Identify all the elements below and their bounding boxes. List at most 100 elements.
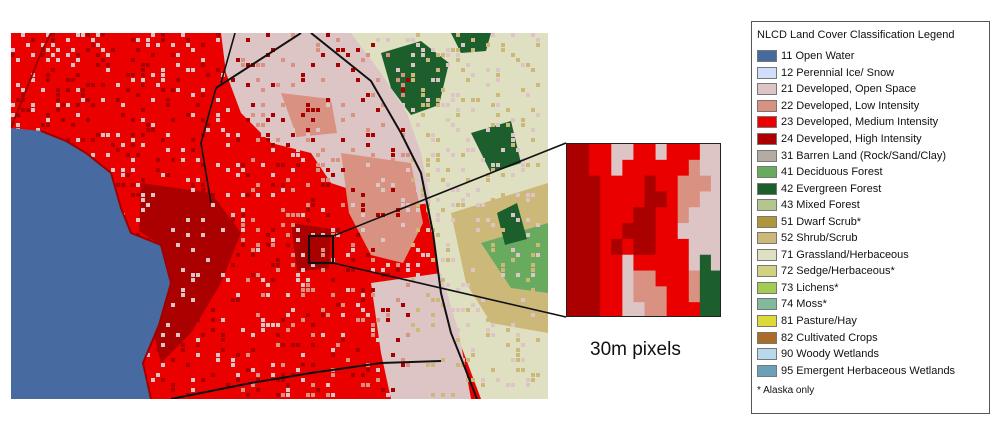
map-pixel (476, 308, 480, 312)
map-pixel (46, 33, 50, 37)
map-pixel (366, 383, 370, 387)
district-line (200, 33, 236, 204)
map-pixel (421, 368, 425, 372)
map-pixel (191, 93, 195, 97)
map-pixel (436, 98, 440, 102)
map-pixel (521, 358, 525, 362)
map-pixel (211, 308, 215, 312)
map-pixel (241, 63, 245, 67)
map-pixel (416, 43, 420, 47)
legend-swatch (757, 248, 777, 261)
map-pixel (476, 273, 480, 277)
map-pixel (121, 143, 125, 147)
zoom-pixel (622, 286, 635, 303)
map-pixel (441, 178, 445, 182)
zoom-pixel (699, 144, 712, 161)
map-pixel (516, 368, 520, 372)
zoom-pixel (578, 175, 590, 193)
map-pixel (101, 58, 105, 62)
zoom-pixel (710, 254, 720, 272)
hills-evergreen (381, 33, 527, 245)
map-pixel (181, 343, 185, 347)
map-pixel (141, 63, 145, 67)
legend-swatch (757, 199, 777, 212)
map-pixel (266, 118, 270, 122)
map-pixel (41, 88, 45, 92)
map-pixel (456, 363, 460, 367)
zoom-pixel (578, 286, 590, 303)
map-pixel (306, 183, 310, 187)
map-pixel (461, 203, 465, 207)
map-pixel (381, 183, 385, 187)
map-pixel (406, 243, 410, 247)
zoom-pixel (589, 207, 601, 224)
zoom-pixel (688, 223, 701, 240)
map-pixel (46, 58, 50, 62)
zoom-pixel (600, 302, 612, 316)
map-pixel (426, 363, 430, 367)
map-pixel (166, 103, 170, 107)
map-pixel (231, 363, 235, 367)
zoom-pixel (611, 175, 623, 193)
zoom-pixel (633, 302, 646, 316)
map-pixel (226, 143, 230, 147)
map-pixel (76, 53, 80, 57)
map-pixel (21, 33, 25, 37)
map-pixel (486, 43, 490, 47)
map-pixel (361, 288, 365, 292)
map-pixel (391, 243, 395, 247)
map-pixel (356, 218, 360, 222)
map-pixel (91, 103, 95, 107)
map-pixel (511, 53, 515, 57)
map-pixel (21, 88, 25, 92)
map-pixel (41, 53, 45, 57)
map-pixel (121, 183, 125, 187)
map-pixel (356, 348, 360, 352)
map-pixel (381, 193, 385, 197)
map-pixel (106, 153, 110, 157)
map-pixel (536, 338, 540, 342)
map-pixel (216, 243, 220, 247)
map-pixel (476, 188, 480, 192)
map-pixel (346, 358, 350, 362)
map-pixel (361, 373, 365, 377)
map-pixel (471, 378, 475, 382)
map-pixel (421, 253, 425, 257)
map-pixel (416, 308, 420, 312)
map-pixel (326, 213, 330, 217)
zoom-pixel (677, 286, 690, 303)
map-pixel (376, 368, 380, 372)
map-pixel (381, 103, 385, 107)
map-pixel (326, 183, 330, 187)
legend-item: 23 Developed, Medium Intensity (757, 114, 984, 131)
map-pixel (256, 123, 260, 127)
map-pixel (316, 153, 320, 157)
map-pixel (181, 158, 185, 162)
map-pixel (391, 158, 395, 162)
map-pixel (451, 93, 455, 97)
map-pixel (136, 183, 140, 187)
zoom-pixel (655, 191, 668, 208)
map-pixel (436, 298, 440, 302)
map-pixel (476, 98, 480, 102)
map-pixel (171, 53, 175, 57)
map-pixel (206, 123, 210, 127)
map-pixel (361, 98, 365, 102)
map-pixel (206, 128, 210, 132)
map-pixel (531, 313, 535, 317)
map-pixel (321, 248, 325, 252)
map-pixel (261, 88, 265, 92)
map-pixel (196, 308, 200, 312)
map-pixel (401, 88, 405, 92)
map-pixel (536, 83, 540, 87)
zoom-pixel (666, 223, 679, 240)
legend-swatch (757, 50, 777, 63)
map-pixel (471, 353, 475, 357)
legend-item: 51 Dwarf Scrub* (757, 213, 984, 230)
map-pixel (491, 198, 495, 202)
legend-item: 43 Mixed Forest (757, 197, 984, 214)
map-pixel (511, 173, 515, 177)
map-pixel (376, 78, 380, 82)
map-pixel (396, 338, 400, 342)
legend-item: 90 Woody Wetlands (757, 346, 984, 363)
